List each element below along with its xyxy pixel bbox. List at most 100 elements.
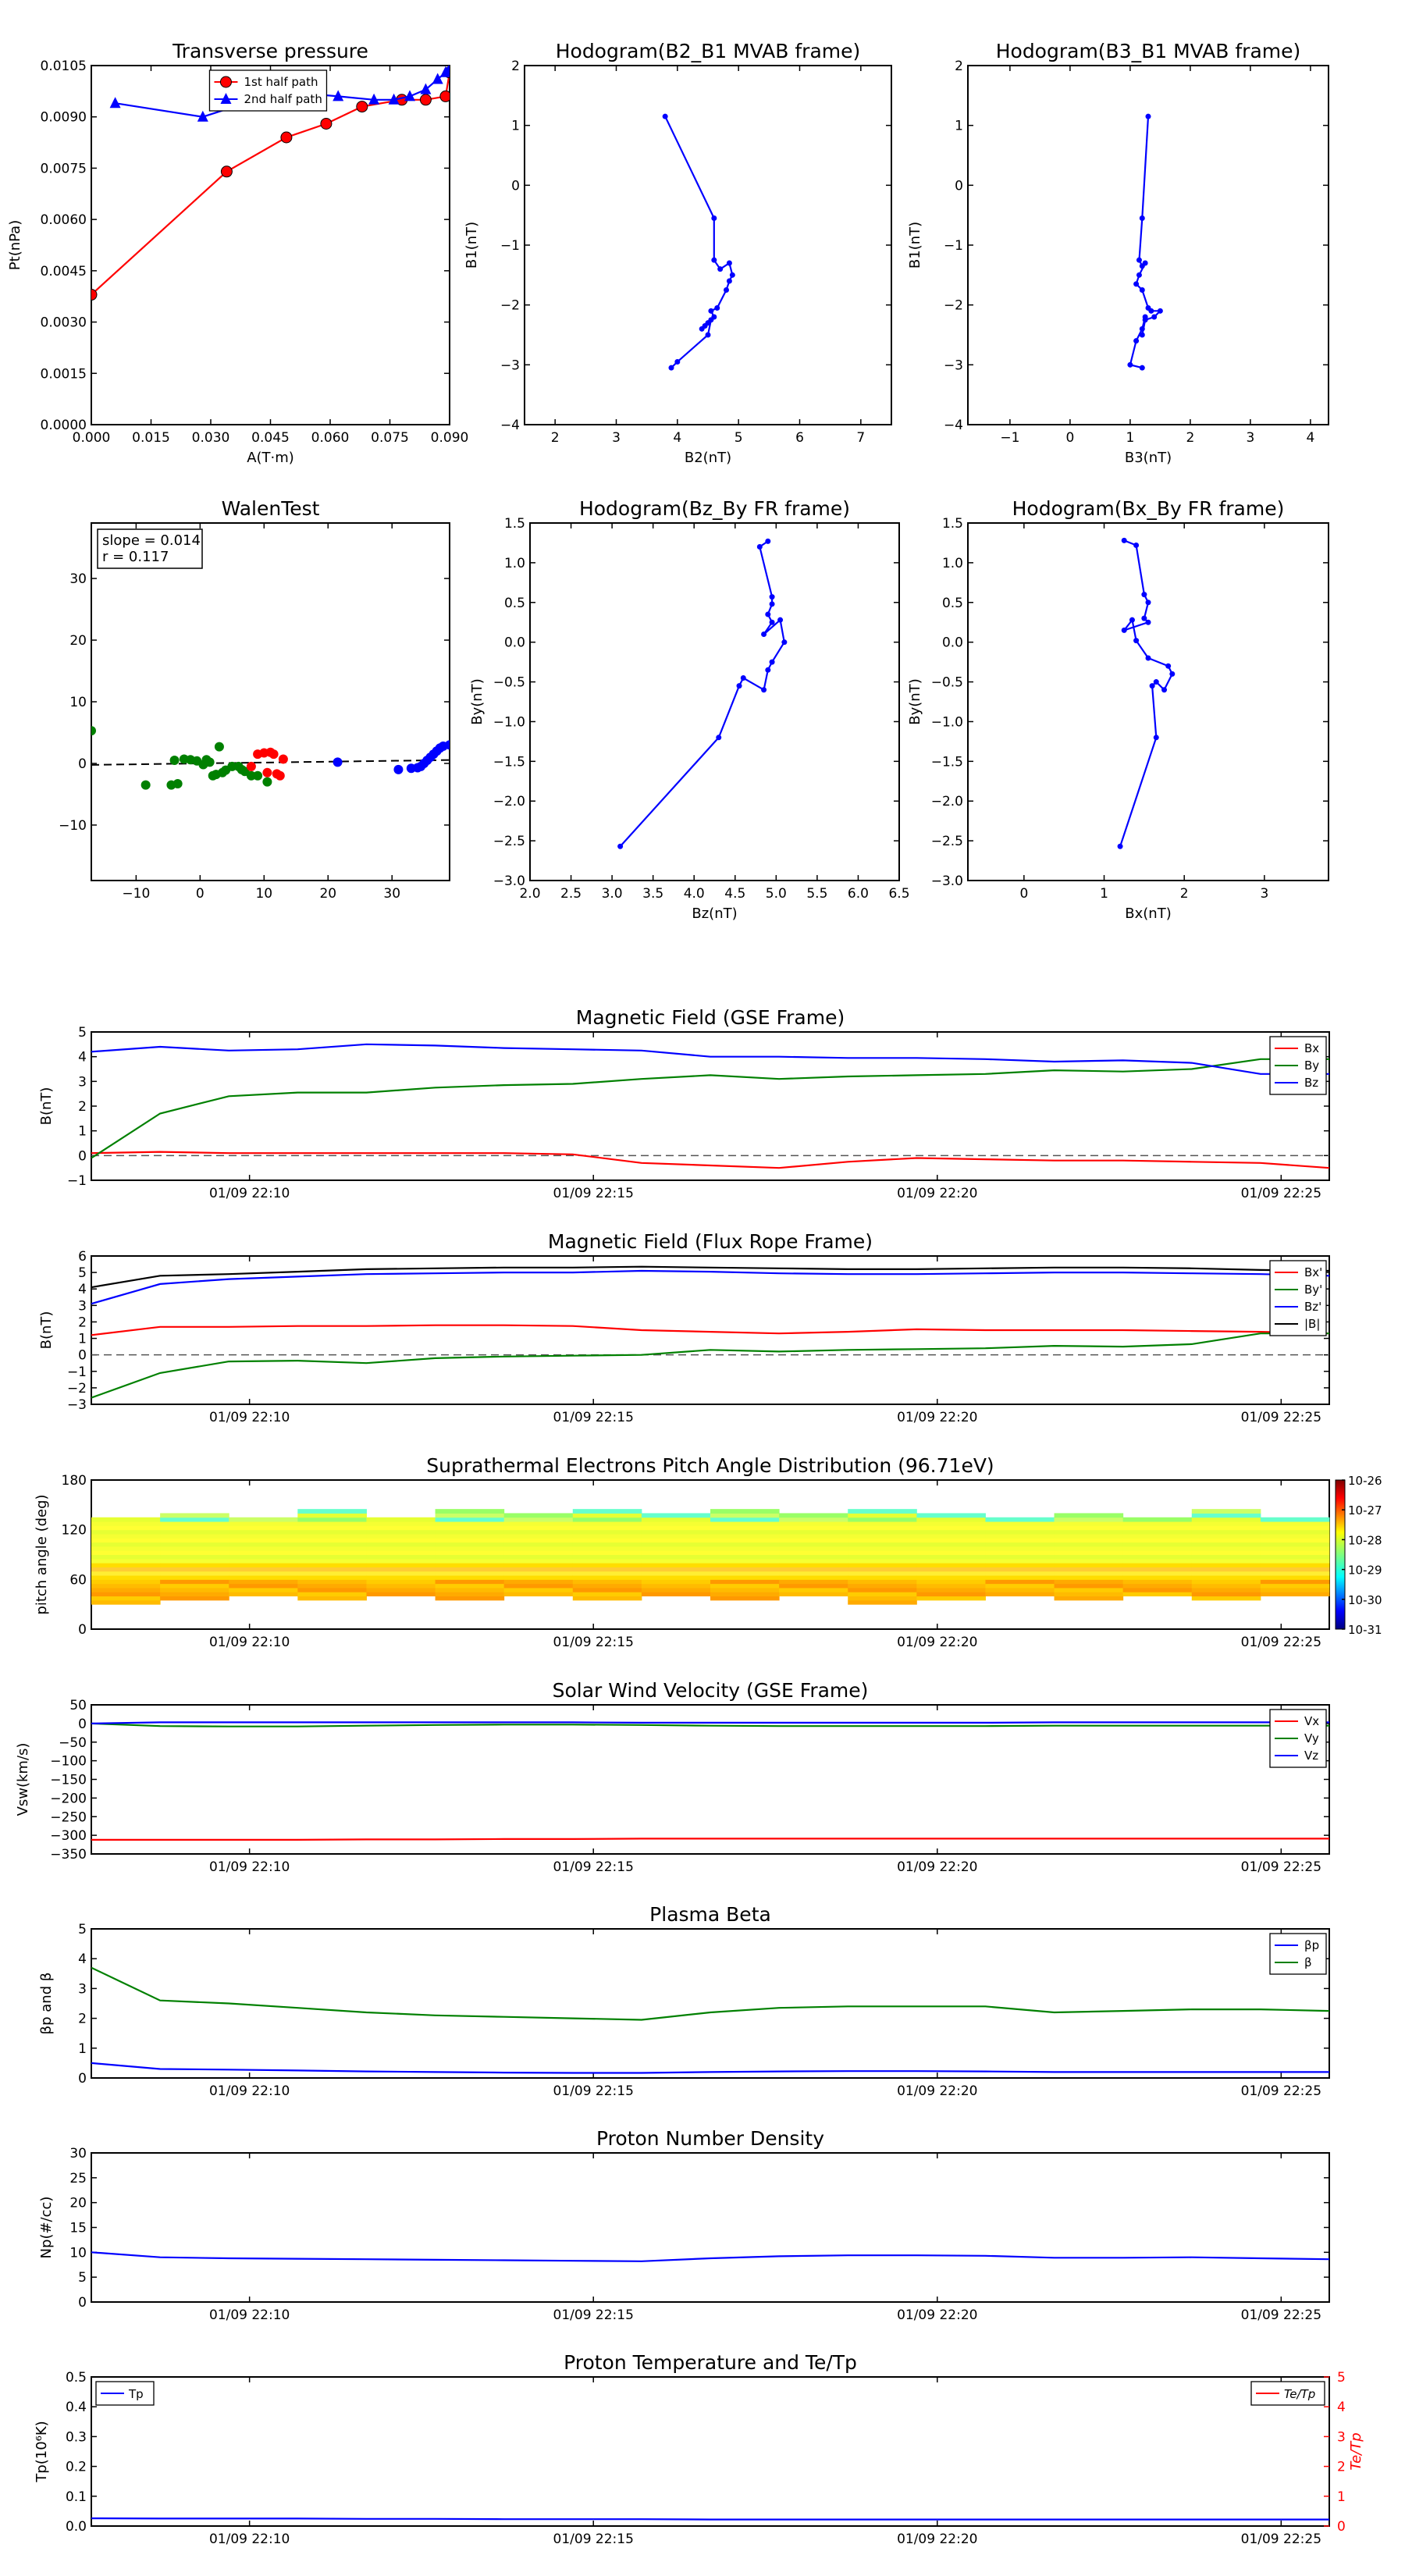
heatmap-cell <box>1054 1517 1124 1522</box>
heatmap-cell <box>1191 1567 1261 1572</box>
y-tick-label: 0 <box>955 178 963 194</box>
heatmap-cell <box>503 1592 574 1597</box>
heatmap-cell <box>1122 1567 1193 1572</box>
data-point <box>781 639 788 646</box>
heatmap-cell <box>435 1554 505 1560</box>
heatmap-cell <box>916 1554 986 1560</box>
data-point <box>729 272 735 278</box>
x-tick-label: 01/09 22:15 <box>553 1635 634 1650</box>
y-tick-label: 20 <box>69 633 87 649</box>
y-tick-label: −1 <box>67 1173 87 1189</box>
x-tick-label: 01/09 22:15 <box>553 2307 634 2323</box>
y-tick-label: 1 <box>78 1332 87 1347</box>
y-tick-label: 0.5 <box>66 2370 87 2386</box>
heatmap-cell <box>985 1538 1055 1543</box>
chart-title: Hodogram(B3_B1 MVAB frame) <box>996 40 1301 62</box>
x-tick-label: 0.045 <box>251 430 290 446</box>
heatmap-cell <box>572 1550 642 1555</box>
heatmap-cell <box>91 1599 161 1605</box>
data-point <box>761 631 767 637</box>
heatmap-cell <box>848 1554 917 1560</box>
data-point <box>220 165 233 178</box>
heatmap-cell <box>916 1587 986 1592</box>
heatmap-cell <box>503 1579 574 1585</box>
heatmap-cell <box>710 1509 780 1514</box>
heatmap-cell <box>435 1525 505 1531</box>
heatmap-cell <box>985 1546 1055 1551</box>
heatmap-cell <box>641 1533 711 1539</box>
heatmap-cell <box>572 1571 642 1576</box>
y-tick-label: 0 <box>78 1348 87 1364</box>
heatmap-cell <box>503 1563 574 1567</box>
heatmap-cell <box>710 1592 780 1597</box>
heatmap-cell <box>985 1571 1055 1576</box>
series-1 <box>91 2251 1329 2262</box>
heatmap-cell <box>641 1546 711 1551</box>
x-tick-label: 5.0 <box>766 886 787 902</box>
heatmap-cell <box>985 1583 1055 1589</box>
heatmap-cell <box>572 1592 642 1597</box>
heatmap-cell <box>710 1567 780 1572</box>
heatmap-cell <box>366 1579 436 1585</box>
x-tick-label: 01/09 22:20 <box>897 1410 977 1425</box>
heatmap-cell <box>1122 1525 1193 1531</box>
data-point <box>1136 257 1142 263</box>
x-tick-label: 01/09 22:25 <box>1241 1410 1321 1425</box>
heatmap-cell <box>1054 1558 1124 1564</box>
heatmap-cell <box>1122 1575 1193 1580</box>
y-axis-label: By(nT) <box>907 678 923 724</box>
chart-title: Solar Wind Velocity (GSE Frame) <box>553 1679 869 1702</box>
heatmap-cell <box>1260 1550 1330 1555</box>
y-tick-label: −2.5 <box>493 834 525 849</box>
heatmap-cell <box>779 1517 848 1522</box>
y-tick-label: −300 <box>50 1828 87 1844</box>
data-point <box>1136 272 1142 278</box>
legend: 1st half path 2nd half path <box>208 69 328 112</box>
data-point <box>765 667 771 673</box>
heatmap-cell <box>91 1575 161 1580</box>
x-tick-label: 0.030 <box>192 430 230 446</box>
heatmap-cell <box>848 1583 917 1589</box>
data-point <box>109 97 121 109</box>
heatmap-cell <box>916 1583 986 1589</box>
heatmap-cell <box>916 1529 986 1535</box>
y-tick-label: 0 <box>78 756 87 772</box>
heatmap-cell <box>366 1529 436 1535</box>
heatmap-cell <box>366 1571 436 1576</box>
x-tick-label: 01/09 22:10 <box>209 1410 290 1425</box>
y-tick-label: 0 <box>511 178 520 194</box>
heatmap-cell <box>1260 1567 1330 1572</box>
heatmap-cell <box>779 1563 848 1567</box>
heatmap-cell <box>503 1571 574 1576</box>
data-point <box>169 756 180 766</box>
data-point <box>333 90 344 101</box>
heatmap-cell <box>1054 1583 1124 1589</box>
heatmap-cell <box>160 1517 229 1522</box>
y-axis-label: B1(nT) <box>907 222 923 269</box>
heatmap-cell <box>435 1575 505 1580</box>
heatmap-cell <box>91 1521 161 1526</box>
y-tick-label: −100 <box>50 1754 87 1770</box>
data-point <box>1142 260 1148 266</box>
heatmap-cell <box>503 1533 574 1539</box>
y-tick-label: −1 <box>67 1364 87 1380</box>
data-point <box>711 215 717 221</box>
legend-label: Bx <box>1304 1041 1319 1055</box>
heatmap-cell <box>1260 1554 1330 1560</box>
panel-walen-test: WalenTest −10 0 10 20 30 −10 0 10 20 30 slope = 0.0… <box>59 497 450 902</box>
axes-frame <box>524 65 892 425</box>
x-tick-label: 01/09 22:25 <box>1241 1186 1321 1201</box>
series-line <box>91 1838 1329 1841</box>
heatmap-cell <box>297 1579 367 1585</box>
heatmap-cell <box>503 1583 574 1589</box>
heatmap-cell <box>1122 1579 1193 1585</box>
y2-tick-label: 4 <box>1337 2400 1346 2415</box>
y-tick-label: −4 <box>944 418 963 433</box>
heatmap-cell <box>710 1579 780 1585</box>
data-point <box>668 365 674 371</box>
data-point <box>269 749 279 760</box>
heatmap-cell <box>435 1579 505 1585</box>
data-point <box>439 66 450 77</box>
heatmap-cell <box>229 1517 298 1522</box>
